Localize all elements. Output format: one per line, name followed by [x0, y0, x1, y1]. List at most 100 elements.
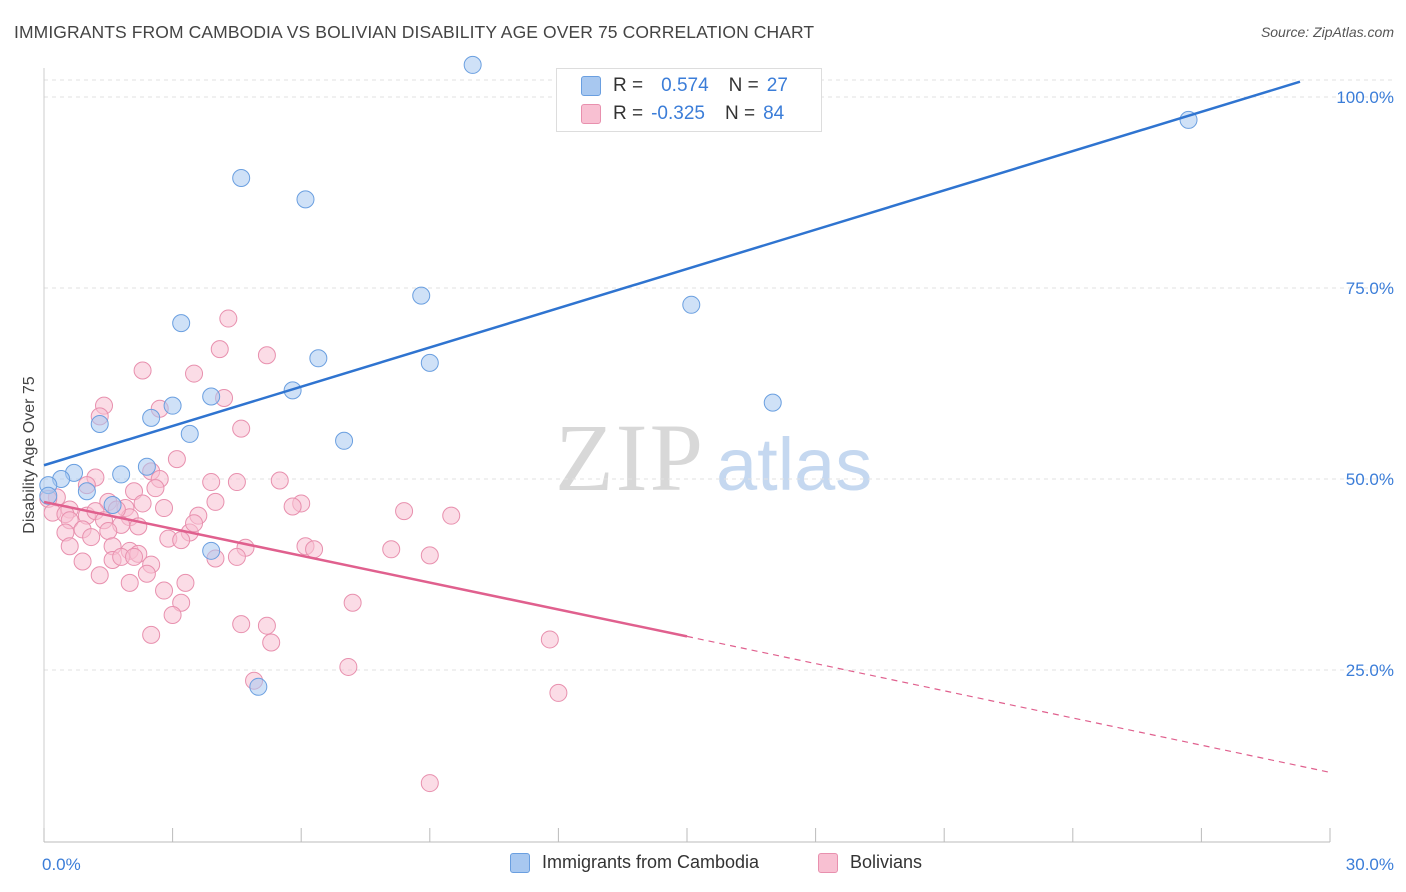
data-point-bolivians [133, 361, 152, 380]
legend-swatch-bolivians [581, 104, 601, 124]
data-point-bolivians [60, 537, 79, 556]
data-point-bolivians [227, 547, 246, 566]
data-point-cambodia [335, 431, 354, 450]
series-legend: Immigrants from Cambodia Bolivians [0, 852, 1406, 876]
data-point-bolivians [73, 552, 92, 571]
data-point-cambodia [309, 349, 328, 368]
data-point-bolivians [442, 506, 461, 525]
data-point-cambodia [163, 396, 182, 415]
watermark-atlas: atlas [716, 423, 872, 506]
legend-n-label: N = [724, 103, 756, 124]
data-point-cambodia [249, 677, 268, 696]
data-point-bolivians [382, 540, 401, 559]
data-point-bolivians [420, 546, 439, 565]
legend-n-label: N = [728, 75, 759, 96]
series-legend-label: Bolivians [850, 852, 923, 872]
data-point-bolivians [176, 573, 195, 592]
legend-r-label: R = [613, 75, 644, 96]
data-point-cambodia [412, 286, 431, 305]
data-point-bolivians [155, 581, 174, 600]
data-point-bolivians [343, 593, 362, 612]
data-point-bolivians [185, 364, 204, 383]
y-tick-label: 50.0% [1346, 470, 1394, 489]
data-point-bolivians [167, 450, 186, 469]
data-point-bolivians [540, 630, 559, 649]
legend-swatch-cambodia [581, 76, 601, 96]
series-legend-label: Immigrants from Cambodia [542, 852, 760, 872]
chart-title: IMMIGRANTS FROM CAMBODIA VS BOLIVIAN DIS… [14, 22, 815, 42]
data-point-cambodia [39, 486, 58, 505]
data-point-bolivians [283, 497, 302, 516]
data-point-bolivians [133, 494, 152, 513]
data-point-bolivians [305, 540, 324, 559]
data-point-bolivians [172, 593, 191, 612]
y-tick-label: 100.0% [1336, 88, 1394, 107]
data-point-bolivians [125, 482, 144, 501]
data-point-bolivians [125, 547, 144, 566]
data-point-bolivians [262, 633, 281, 652]
data-point-cambodia [172, 314, 191, 333]
data-point-bolivians [549, 683, 568, 702]
legend-n-value: 27 [766, 75, 788, 96]
data-point-cambodia [682, 295, 701, 314]
data-point-bolivians [155, 499, 174, 518]
data-point-bolivians [395, 502, 414, 521]
y-axis-label: Disability Age Over 75 [21, 376, 38, 534]
data-point-cambodia [180, 424, 199, 443]
data-point-bolivians [270, 471, 289, 490]
data-point-bolivians [90, 566, 109, 585]
source-label: Source: ZipAtlas.com [1260, 24, 1394, 40]
data-point-bolivians [142, 625, 161, 644]
x-tick-label: 0.0% [42, 855, 81, 874]
legend-n-value: 84 [763, 103, 785, 124]
legend-row-cambodia: R = 0.574 N = 27 [581, 74, 788, 98]
legend-r-label: R = [613, 103, 644, 124]
data-point-bolivians [210, 340, 229, 359]
data-point-cambodia [420, 353, 439, 372]
data-point-bolivians [206, 492, 225, 511]
data-point-bolivians [257, 616, 276, 635]
legend-r-value: -0.325 [651, 103, 705, 124]
data-point-cambodia [137, 457, 156, 476]
data-point-cambodia [232, 168, 251, 187]
data-point-bolivians [163, 605, 182, 624]
data-point-bolivians [99, 521, 118, 540]
data-point-bolivians [232, 419, 251, 438]
data-point-cambodia [202, 387, 221, 406]
legend-r-value: 0.574 [661, 75, 709, 96]
legend-row-bolivians: R = -0.325 N = 84 [581, 102, 784, 126]
data-point-bolivians [172, 531, 191, 550]
data-point-cambodia [763, 393, 782, 412]
data-point-bolivians [82, 528, 101, 547]
series-swatch-cambodia [510, 852, 530, 873]
data-point-bolivians [257, 346, 276, 365]
trend-line-cambodia [43, 80, 1301, 467]
trend-line-extension [686, 635, 1331, 773]
data-point-cambodia [142, 408, 161, 427]
data-point-bolivians [185, 514, 204, 533]
data-point-bolivians [219, 309, 238, 328]
data-point-cambodia [112, 465, 131, 484]
x-tick-label: 30.0% [1346, 855, 1394, 874]
y-tick-label: 25.0% [1346, 661, 1394, 680]
data-point-cambodia [463, 55, 482, 74]
correlation-legend: R = 0.574 N = 27 R = -0.325 N = 84 [556, 68, 822, 132]
series-legend-cambodia[interactable]: Immigrants from Cambodia [510, 852, 759, 873]
data-point-bolivians [202, 473, 221, 492]
data-point-cambodia [90, 414, 109, 433]
series-swatch-bolivians [818, 852, 838, 873]
y-tick-label: 75.0% [1346, 279, 1394, 298]
data-point-bolivians [420, 774, 439, 793]
data-point-bolivians [146, 479, 165, 498]
data-point-cambodia [103, 495, 122, 514]
data-point-bolivians [137, 564, 156, 583]
data-point-cambodia [296, 190, 315, 209]
data-point-bolivians [232, 615, 251, 634]
series-legend-bolivians[interactable]: Bolivians [818, 852, 922, 873]
trend-line-bolivians [43, 500, 688, 638]
watermark-zip: ZIP [555, 404, 705, 511]
data-point-cambodia [202, 541, 221, 560]
data-point-cambodia [77, 482, 96, 501]
data-point-bolivians [339, 657, 358, 676]
